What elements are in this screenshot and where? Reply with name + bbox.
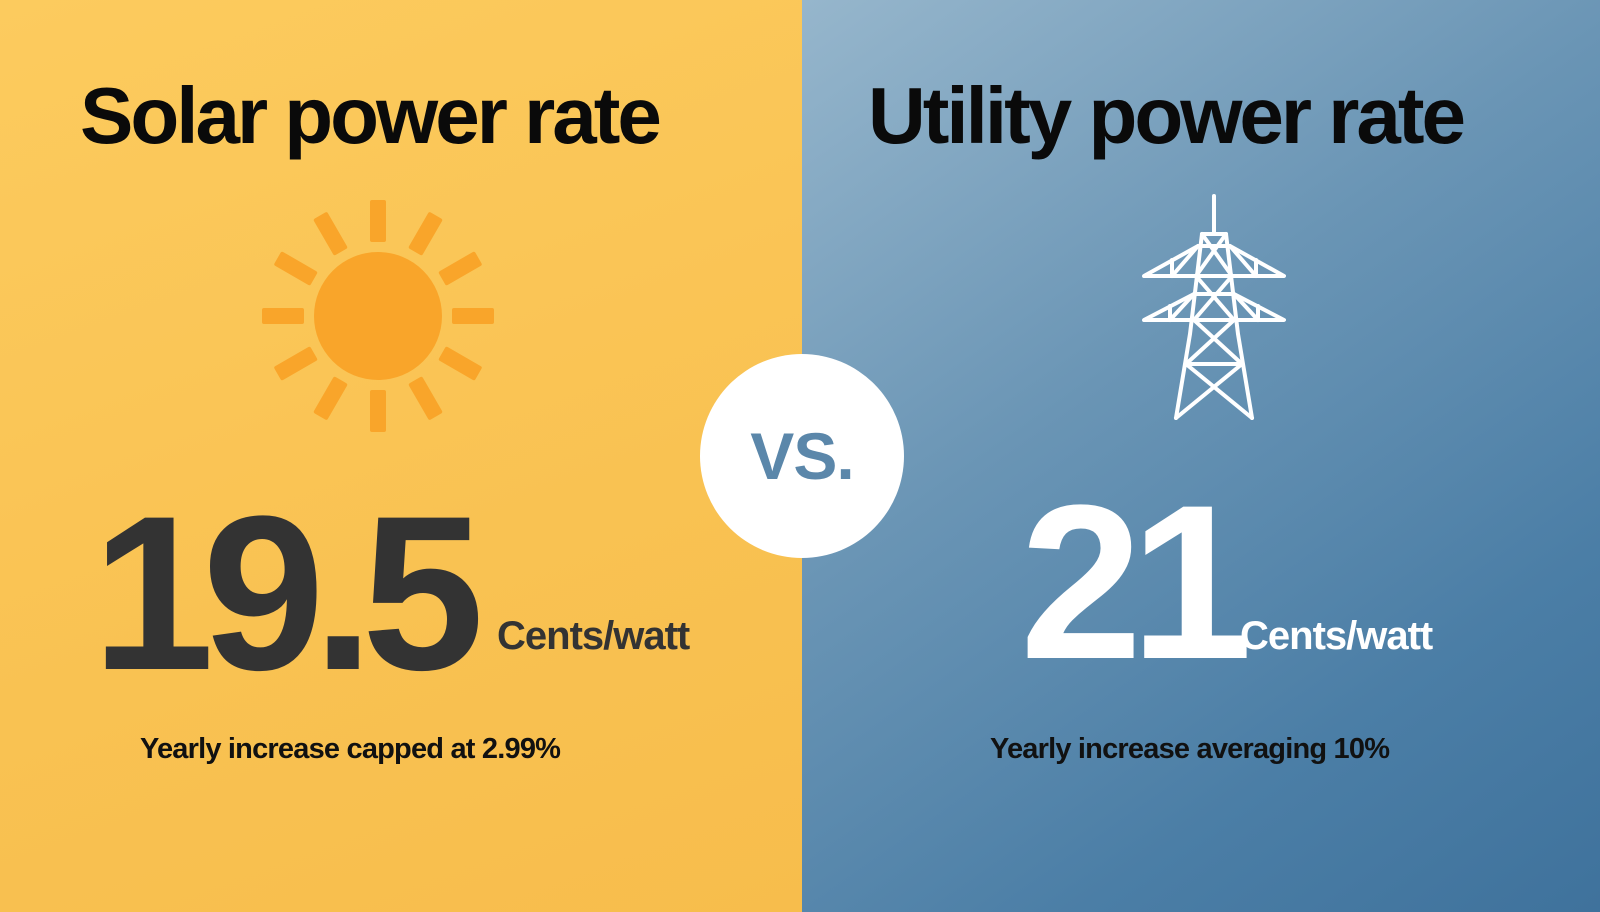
utility-panel (802, 0, 1600, 912)
utility-title: Utility power rate (868, 71, 1466, 160)
solar-rate-unit: Cents/watt (497, 614, 690, 658)
solar-rate-value: 19.5 (92, 470, 484, 716)
power-tower-icon (1142, 194, 1286, 420)
sun-icon (262, 200, 494, 432)
vs-label: VS. (750, 419, 854, 493)
solar-title: Solar power rate (80, 71, 662, 160)
solar-panel (0, 0, 802, 912)
utility-rate-value: 21 (1020, 459, 1253, 705)
utility-rate-unit: Cents/watt (1240, 614, 1433, 658)
solar-increase-note: Yearly increase capped at 2.99% (140, 733, 561, 765)
vs-badge: VS. (700, 354, 904, 558)
utility-increase-note: Yearly increase averaging 10% (990, 733, 1390, 765)
